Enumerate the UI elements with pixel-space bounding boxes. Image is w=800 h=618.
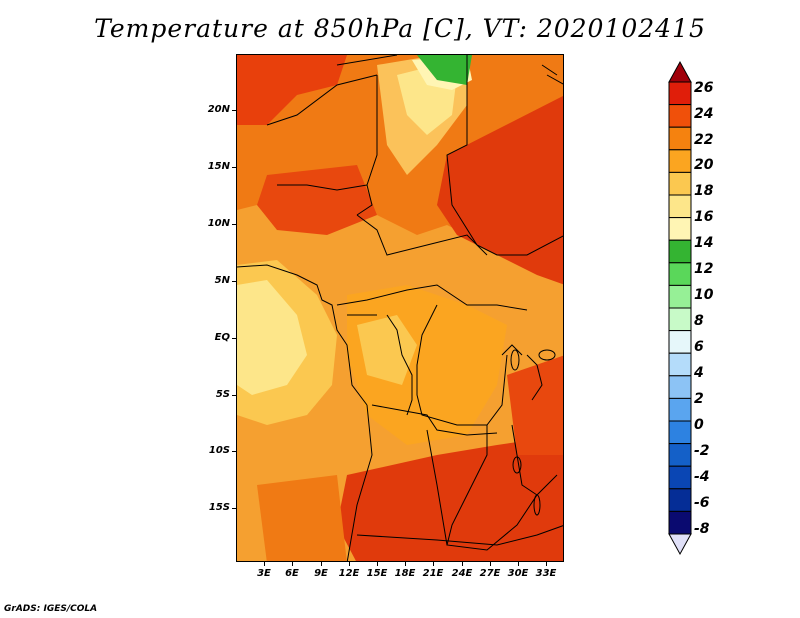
- colorbar-swatch: [668, 284, 692, 309]
- colorbar-label: 8: [694, 313, 704, 329]
- lon-tick: [292, 562, 293, 566]
- lon-tick: [490, 562, 491, 566]
- colorbar-label: 4: [694, 365, 704, 381]
- lat-tick: [232, 508, 236, 509]
- lon-label: 27E: [479, 568, 501, 579]
- colorbar-label: 6: [694, 339, 704, 355]
- lat-tick: [232, 167, 236, 168]
- lon-tick: [321, 562, 322, 566]
- lon-label: 33E: [535, 568, 557, 579]
- colorbar-swatch: [668, 375, 692, 399]
- colorbar-label: -8: [694, 521, 710, 537]
- lon-label: 21E: [422, 568, 444, 579]
- lon-label: 12E: [338, 568, 360, 579]
- colorbar-label: -4: [694, 469, 710, 485]
- field-east-24: [507, 355, 563, 455]
- colorbar-swatch: [668, 171, 692, 196]
- lon-label: 30E: [507, 568, 529, 579]
- lon-label: 18E: [394, 568, 416, 579]
- colorbar-swatch: [668, 307, 692, 332]
- colorbar-swatch: [668, 352, 692, 377]
- colorbar-label: -6: [694, 495, 710, 511]
- lakes: [510, 349, 556, 516]
- lon-label: 9E: [314, 568, 328, 579]
- field-congo-16-18: [357, 315, 417, 385]
- field-south-24-26: [337, 435, 563, 561]
- colorbar: [668, 60, 692, 556]
- field-nw-24-26: [237, 55, 347, 125]
- lon-tick: [462, 562, 463, 566]
- colorbar-swatch: [668, 239, 692, 264]
- colorbar-swatch: [668, 533, 692, 556]
- lat-label: 10S: [208, 445, 230, 456]
- field-sahara-12-14: [417, 55, 472, 85]
- colorbar-swatch: [668, 126, 692, 151]
- colorbar-label: 0: [694, 417, 704, 433]
- lat-tick: [232, 224, 236, 225]
- lat-tick: [232, 281, 236, 282]
- chart-title: Temperature at 850hPa [C], VT: 202010241…: [94, 14, 706, 43]
- colorbar-label: 10: [694, 287, 714, 303]
- colorbar-swatch: [668, 443, 692, 467]
- lat-label: 20N: [207, 104, 230, 115]
- lon-tick: [433, 562, 434, 566]
- lon-tick: [546, 562, 547, 566]
- borders: [237, 55, 563, 561]
- lon-label: 3E: [257, 568, 271, 579]
- grads-credit: GrADS: IGES/COLA: [4, 604, 98, 614]
- lat-tick: [232, 395, 236, 396]
- colorbar-label: 16: [694, 209, 714, 225]
- colorbar-swatch: [668, 330, 692, 354]
- lat-label: 15S: [208, 502, 230, 513]
- lon-tick: [349, 562, 350, 566]
- colorbar-swatch: [668, 194, 692, 219]
- lat-label: 5N: [214, 275, 230, 286]
- colorbar-label: 14: [694, 235, 714, 251]
- colorbar-swatch: [668, 60, 692, 83]
- temperature-field: [237, 55, 563, 561]
- lat-tick: [232, 338, 236, 339]
- colorbar-swatch: [668, 81, 692, 106]
- lat-label: 5S: [215, 389, 230, 400]
- colorbar-label: 2: [694, 391, 704, 407]
- colorbar-swatch: [668, 420, 692, 445]
- colorbar-swatch: [668, 104, 692, 128]
- lon-tick: [264, 562, 265, 566]
- colorbar-swatch: [668, 397, 692, 422]
- colorbar-swatch: [668, 465, 692, 490]
- lon-label: 24E: [451, 568, 473, 579]
- lon-label: 15E: [366, 568, 388, 579]
- colorbar-swatch: [668, 217, 692, 241]
- lon-label: 6E: [285, 568, 299, 579]
- colorbar-label: 12: [694, 261, 714, 277]
- lat-label: 10N: [207, 218, 230, 229]
- colorbar-label: 18: [694, 183, 714, 199]
- field-ne-24-26: [437, 96, 563, 285]
- colorbar-swatch: [668, 510, 692, 535]
- lon-tick: [377, 562, 378, 566]
- colorbar-label: 24: [694, 106, 714, 122]
- field-ocean-14-16: [237, 280, 307, 395]
- colorbar-swatch: [668, 488, 692, 512]
- lat-tick: [232, 451, 236, 452]
- colorbar-swatch: [668, 149, 692, 173]
- colorbar-label: 20: [694, 157, 714, 173]
- map-plot-area: [236, 54, 564, 562]
- colorbar-label: 26: [694, 80, 714, 96]
- lon-tick: [405, 562, 406, 566]
- colorbar-swatch: [668, 262, 692, 286]
- field-chad-24: [257, 165, 377, 235]
- lon-tick: [518, 562, 519, 566]
- colorbar-label: -2: [694, 443, 710, 459]
- lat-label: 15N: [207, 161, 230, 172]
- lat-label: EQ: [214, 332, 230, 343]
- lat-tick: [232, 110, 236, 111]
- field-sw-22-24: [257, 475, 347, 561]
- colorbar-label: 22: [694, 132, 714, 148]
